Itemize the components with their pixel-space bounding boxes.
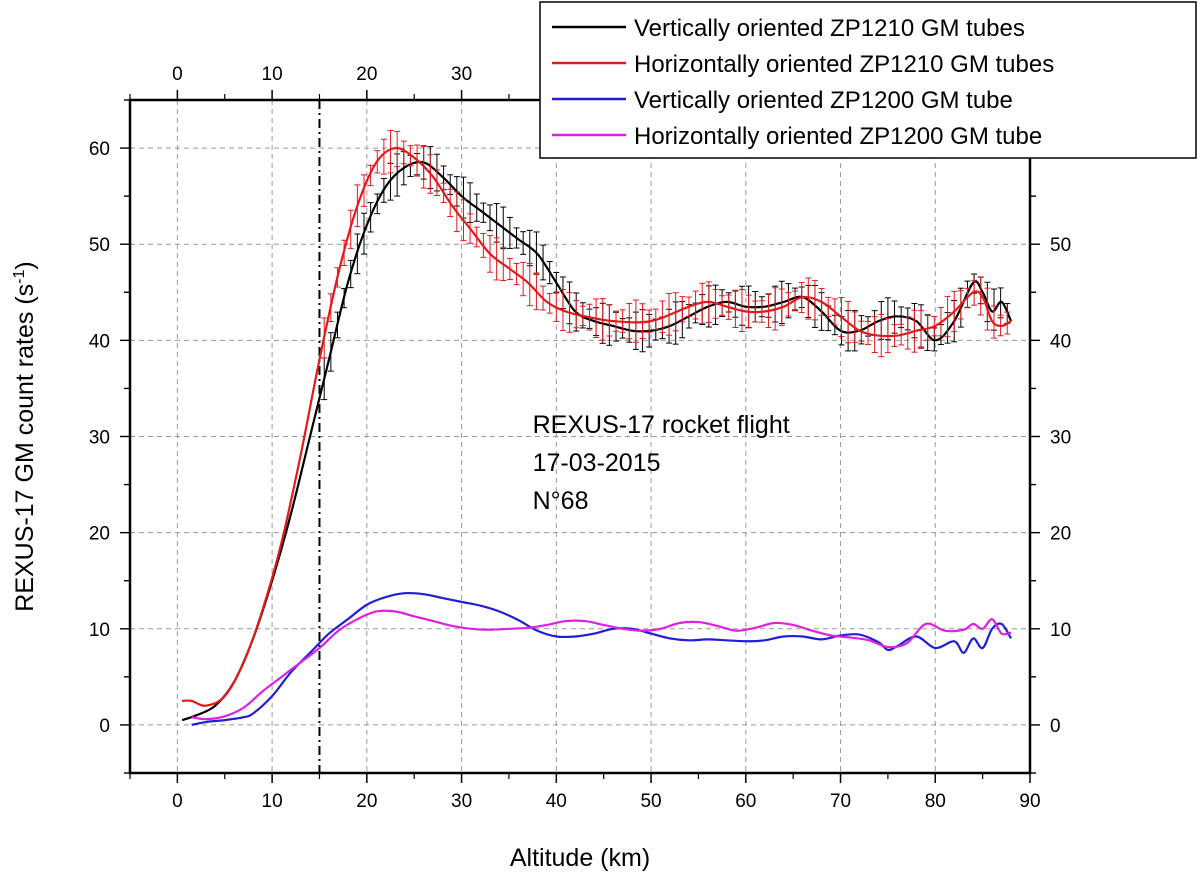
series-layer: [181, 130, 1013, 727]
annotation: REXUS-17 rocket flight 17-03-2015 N°68: [533, 411, 790, 515]
x-tick-label: 0: [172, 791, 183, 812]
y-tick-label: 40: [89, 331, 110, 352]
annotation-line-1: REXUS-17 rocket flight: [533, 411, 790, 439]
y-axis-title-superscript: -1: [11, 270, 28, 284]
x-tick-label: 80: [925, 791, 946, 812]
y-right-tick-label: 50: [1050, 235, 1071, 256]
x-tick-label: 90: [1019, 791, 1040, 812]
legend: Vertically oriented ZP1210 GM tubes Horiz…: [539, 1, 1197, 159]
x-tick-label: 60: [735, 791, 756, 812]
x-top-tick-label: 20: [356, 64, 377, 85]
series-2-line: [182, 146, 1012, 707]
legend-label: Vertically oriented ZP1200 GM tube: [634, 87, 1013, 114]
series-1-line: [181, 160, 1013, 722]
y-right-tick-label: 20: [1050, 524, 1071, 545]
legend-label: Horizontally oriented ZP1200 GM tube: [634, 123, 1042, 150]
y-axis-title-main: REXUS-17 GM count rates (s: [11, 284, 39, 612]
y-tick-label: 20: [89, 524, 110, 545]
y-right-tick-label: 30: [1050, 428, 1071, 449]
y-tick-label: 50: [89, 235, 110, 256]
y-right-tick-label: 10: [1050, 620, 1071, 641]
annotation-line-2: 17-03-2015: [533, 449, 661, 477]
x-axis-title: Altitude (km): [510, 844, 650, 872]
x-tick-label: 50: [640, 791, 661, 812]
x-tick-label: 20: [356, 791, 377, 812]
series-3: [191, 591, 1012, 727]
x-tick-label: 70: [830, 791, 851, 812]
legend-label: Horizontally oriented ZP1210 GM tubes: [634, 51, 1054, 78]
legend-entries: Vertically oriented ZP1210 GM tubes Horiz…: [552, 15, 1054, 150]
annotation-line-3: N°68: [533, 487, 589, 515]
x-top-tick-label: 10: [262, 64, 283, 85]
y-right-tick-label: 0: [1050, 716, 1061, 737]
x-tick-label: 10: [262, 791, 283, 812]
series-2-error-bars: [321, 130, 1011, 359]
y-tick-label: 0: [99, 716, 110, 737]
y-axis-title-close: ): [11, 261, 39, 269]
y-tick-label: 10: [89, 620, 110, 641]
series-3-line: [191, 591, 1012, 727]
y-tick-label: 60: [89, 139, 110, 160]
x-top-tick-label: 30: [451, 64, 472, 85]
series-2: [182, 130, 1012, 707]
x-top-tick-label: 0: [172, 64, 183, 85]
ticks: 0 10 20 30 40 50 60 70 80 90 0 10 20 30 0 10 20 30 40 50 60 0…: [89, 64, 1071, 812]
y-right-tick-label: 40: [1050, 331, 1071, 352]
series-4: [191, 609, 1012, 721]
x-tick-label: 40: [546, 791, 567, 812]
y-axis-title: REXUS-17 GM count rates (s-1): [11, 261, 39, 611]
series-4-line: [191, 609, 1012, 721]
x-tick-label: 30: [451, 791, 472, 812]
legend-box: [539, 1, 1197, 159]
y-tick-label: 30: [89, 428, 110, 449]
series-1-error-bars: [321, 145, 1011, 401]
legend-label: Vertically oriented ZP1210 GM tubes: [634, 15, 1025, 42]
